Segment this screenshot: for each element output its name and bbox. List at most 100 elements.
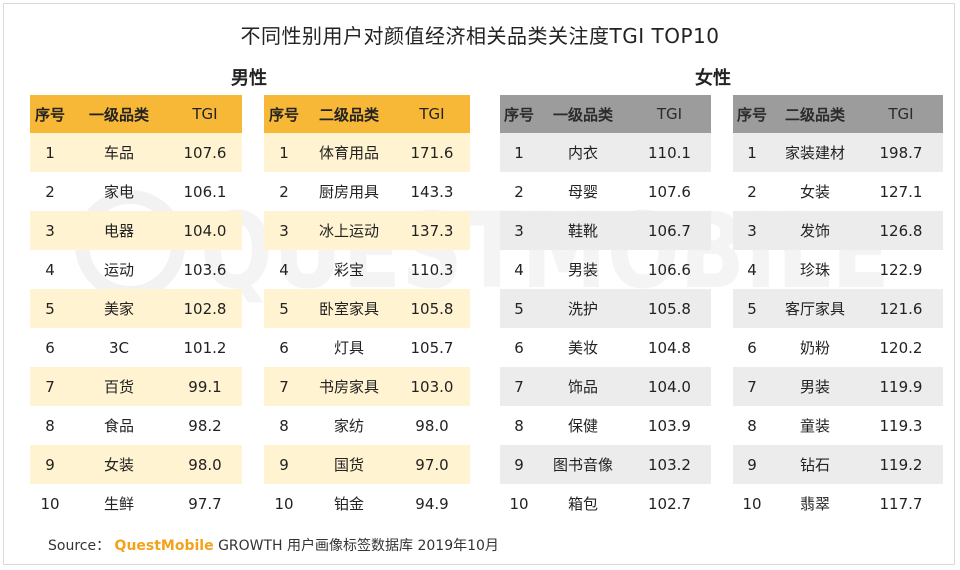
header-tgi: TGI <box>859 95 943 133</box>
tgi-value-cell: 98.0 <box>415 416 449 435</box>
table-row: 8 家纺 98.0 <box>264 406 470 445</box>
category-cell: 家电 <box>103 183 134 201</box>
tgi-value-cell: 102.8 <box>168 289 242 328</box>
table-row: 6 灯具 105.7 <box>264 328 470 367</box>
category-cell: 保健 <box>567 417 598 435</box>
header-rank: 序号 <box>30 95 70 133</box>
rank-cell: 4 <box>747 260 757 279</box>
tgi-value-cell: 105.8 <box>628 289 711 328</box>
rank-cell: 9 <box>30 445 70 484</box>
table-male-level1: 序号 一级品类 TGI 1 车品 107.6 2 家电 106.1 3 电器 104.0 4 运动 1… <box>30 95 242 523</box>
category-cell: 彩宝 <box>333 261 364 279</box>
rank-cell: 9 <box>500 445 538 484</box>
source-prefix: Source： <box>48 538 111 554</box>
table-row: 7 百货 99.1 <box>30 367 242 406</box>
category-cell: 百货 <box>70 367 168 406</box>
category-cell: 体育用品 <box>304 133 394 172</box>
tgi-value-cell: 94.9 <box>415 494 449 513</box>
category-cell: 运动 <box>103 261 134 279</box>
table-male-level2: 序号 二级品类 TGI 1 体育用品 171.6 2 厨房用具 143.3 3 冰上运动 137… <box>264 95 470 523</box>
header-rank: 序号 <box>500 95 538 133</box>
table-row: 3 冰上运动 137.3 <box>264 211 470 250</box>
category-cell: 女装 <box>70 445 168 484</box>
tgi-value-cell: 119.3 <box>879 416 923 435</box>
header-rank: 序号 <box>264 95 304 133</box>
rank-cell: 3 <box>30 211 70 250</box>
table-row: 9 国货 97.0 <box>264 445 470 484</box>
tgi-value-cell: 119.2 <box>859 445 943 484</box>
rank-cell: 1 <box>264 133 304 172</box>
rank-cell: 4 <box>279 260 289 279</box>
tgi-value-cell: 104.0 <box>168 211 242 250</box>
rank-cell: 10 <box>509 494 529 513</box>
header-level2: 二级品类 <box>304 95 394 133</box>
tgi-value-cell: 119.9 <box>859 367 943 406</box>
header-level2: 二级品类 <box>771 95 859 133</box>
category-cell: 图书音像 <box>538 445 628 484</box>
table-row: 8 童装 119.3 <box>733 406 943 445</box>
rank-cell: 3 <box>500 211 538 250</box>
table-row: 4 珍珠 122.9 <box>733 250 943 289</box>
table-row: 6 美妆 104.8 <box>500 328 711 367</box>
rank-cell: 1 <box>30 133 70 172</box>
table-row: 10 铂金 94.9 <box>264 484 470 523</box>
tgi-value-cell: 126.8 <box>859 211 943 250</box>
rank-cell: 2 <box>279 182 289 201</box>
table-row: 1 内衣 110.1 <box>500 133 711 172</box>
category-cell: 母婴 <box>567 183 598 201</box>
table-row: 7 书房家具 103.0 <box>264 367 470 406</box>
chart-frame <box>3 3 955 565</box>
tgi-value-cell: 103.6 <box>183 260 227 279</box>
table-row: 3 鞋靴 106.7 <box>500 211 711 250</box>
table-row: 5 卧室家具 105.8 <box>264 289 470 328</box>
rank-cell: 6 <box>747 338 757 357</box>
header-rank: 序号 <box>733 95 771 133</box>
table-row: 1 体育用品 171.6 <box>264 133 470 172</box>
category-cell: 家装建材 <box>771 133 859 172</box>
table-female-level2: 序号 二级品类 TGI 1 家装建材 198.7 2 女装 127.1 3 发饰 126.8 4 珍… <box>733 95 943 523</box>
tgi-value-cell: 107.6 <box>168 133 242 172</box>
tgi-value-cell: 103.9 <box>648 416 691 435</box>
rank-cell: 10 <box>40 494 60 513</box>
table-row: 3 电器 104.0 <box>30 211 242 250</box>
tgi-value-cell: 171.6 <box>394 133 470 172</box>
tgi-value-cell: 97.0 <box>394 445 470 484</box>
category-cell: 男装 <box>771 367 859 406</box>
tgi-value-cell: 117.7 <box>879 494 923 513</box>
tgi-value-cell: 137.3 <box>394 211 470 250</box>
tgi-value-cell: 103.2 <box>628 445 711 484</box>
rank-cell: 5 <box>30 289 70 328</box>
category-cell: 卧室家具 <box>304 289 394 328</box>
category-cell: 洗护 <box>538 289 628 328</box>
category-cell: 鞋靴 <box>538 211 628 250</box>
category-cell: 电器 <box>70 211 168 250</box>
rank-cell: 1 <box>500 133 538 172</box>
category-cell: 美家 <box>70 289 168 328</box>
rank-cell: 8 <box>45 416 55 435</box>
tgi-value-cell: 104.8 <box>648 338 691 357</box>
source-note: Source： QuestMobile GROWTH 用户画像标签数据库 201… <box>48 535 499 555</box>
header-level1: 一级品类 <box>538 95 628 133</box>
group-label-female: 女性 <box>695 68 731 89</box>
table-row: 8 保健 103.9 <box>500 406 711 445</box>
table-row: 10 箱包 102.7 <box>500 484 711 523</box>
table-row: 1 家装建材 198.7 <box>733 133 943 172</box>
category-cell: 男装 <box>567 261 598 279</box>
category-cell: 女装 <box>799 183 830 201</box>
header-tgi: TGI <box>628 95 711 133</box>
table-row: 5 客厅家具 121.6 <box>733 289 943 328</box>
category-cell: 家纺 <box>333 417 364 435</box>
table-row: 6 3C 101.2 <box>30 328 242 367</box>
rank-cell: 2 <box>747 182 757 201</box>
header-tgi: TGI <box>394 95 470 133</box>
table-row: 4 彩宝 110.3 <box>264 250 470 289</box>
chart-title: 不同性别用户对颜值经济相关品类关注度TGI TOP10 <box>240 24 720 48</box>
tgi-value-cell: 106.6 <box>648 260 691 279</box>
table-row: 8 食品 98.2 <box>30 406 242 445</box>
tgi-value-cell: 110.1 <box>628 133 711 172</box>
tgi-value-cell: 99.1 <box>168 367 242 406</box>
rank-cell: 7 <box>30 367 70 406</box>
table-row: 4 运动 103.6 <box>30 250 242 289</box>
category-cell: 厨房用具 <box>318 183 379 201</box>
category-cell: 书房家具 <box>304 367 394 406</box>
